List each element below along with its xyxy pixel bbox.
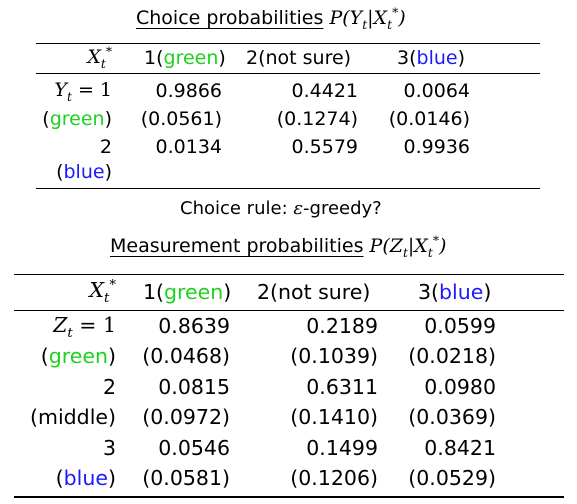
table1-header-col2: 2(not sure) — [246, 47, 351, 69]
table2-bottom-rule — [14, 496, 564, 498]
table1-cell: 0.9866 — [120, 80, 222, 102]
table1-title-formula: P(Yt|Xt*) — [329, 7, 405, 29]
blue-label: blue — [64, 466, 108, 490]
table2-cell: 0.0815 — [124, 375, 230, 399]
table2-header-col1: 1(green) — [143, 280, 231, 304]
green-label: green — [50, 108, 105, 130]
table2-cell: 0.0546 — [124, 436, 230, 460]
blue-label: blue — [417, 47, 458, 69]
table1-cell: (0.0561) — [120, 108, 222, 130]
table2-cell: 0.2189 — [266, 314, 378, 338]
table1-cell: 0.5579 — [254, 136, 358, 158]
table2-header-rule — [14, 310, 564, 311]
table1-row-label: Yt = 1 — [36, 79, 112, 101]
table2-cell: (0.0468) — [124, 344, 230, 368]
table1-cell: (0.1274) — [254, 108, 358, 130]
blue-label: blue — [439, 280, 483, 304]
table2-cell: (0.0218) — [384, 344, 496, 368]
table1-header-col3: 3(blue) — [397, 47, 465, 69]
table2-cell: (0.1206) — [266, 466, 378, 490]
green-label: green — [164, 47, 219, 69]
table1-header-col1: 1(green) — [144, 47, 226, 69]
table1-header-rowvar: Xt* — [36, 46, 112, 68]
table2-cell: 0.6311 — [266, 375, 378, 399]
table2-cell: 0.0980 — [384, 375, 496, 399]
table2-cell: (0.0972) — [124, 405, 230, 429]
table2-cell: (0.0529) — [384, 466, 496, 490]
table2-title: Measurement probabilities P(Zt|Xt*) — [110, 235, 446, 257]
table2-header-rowvar: Xt* — [14, 278, 116, 302]
choice-rule-caption: Choice rule: ε-greedy? — [180, 198, 382, 219]
table2-cell: (0.0369) — [384, 405, 496, 429]
table2-cell: 0.8639 — [124, 314, 230, 338]
table1-cell: 0.4421 — [254, 80, 358, 102]
table2-header-col2: 2(not sure) — [257, 280, 370, 304]
table2-row-label: 3 — [14, 436, 116, 460]
green-label: green — [164, 280, 223, 304]
table2-cell: 0.8421 — [384, 436, 496, 460]
table2-cell: (0.1039) — [266, 344, 378, 368]
table1-title-text: Choice probabilities — [136, 7, 323, 29]
table2-title-text: Measurement probabilities — [110, 235, 363, 257]
green-label: green — [49, 344, 108, 368]
table2-row-label: (middle) — [4, 405, 116, 429]
table1-cell: 0.0064 — [366, 80, 470, 102]
table2-row-label: 2 — [14, 375, 116, 399]
table1-cell: 0.0134 — [120, 136, 222, 158]
table1-cell: 0.9936 — [366, 136, 470, 158]
table2-title-formula: P(Zt|Xt*) — [370, 235, 447, 257]
table2-top-rule — [14, 274, 564, 275]
table1-bottom-rule — [36, 188, 540, 189]
table2-row-label: (blue) — [4, 466, 116, 490]
table2-cell: (0.1410) — [266, 405, 378, 429]
blue-label: blue — [64, 161, 105, 183]
table1-header-rule — [36, 73, 540, 74]
table2-row-label: Zt = 1 — [14, 313, 116, 337]
table2-cell: (0.0581) — [124, 466, 230, 490]
table1-title: Choice probabilities P(Yt|Xt*) — [136, 7, 406, 29]
table1-row-label: 2 — [36, 136, 112, 158]
table1-row-label: (green) — [20, 108, 112, 130]
table2-cell: 0.1499 — [266, 436, 378, 460]
table2-row-label: (green) — [4, 344, 116, 368]
table2-header-col3: 3(blue) — [418, 280, 491, 304]
table1-row-label: (blue) — [20, 161, 112, 183]
table2-cell: 0.0599 — [384, 314, 496, 338]
table1-cell: (0.0146) — [366, 108, 470, 130]
